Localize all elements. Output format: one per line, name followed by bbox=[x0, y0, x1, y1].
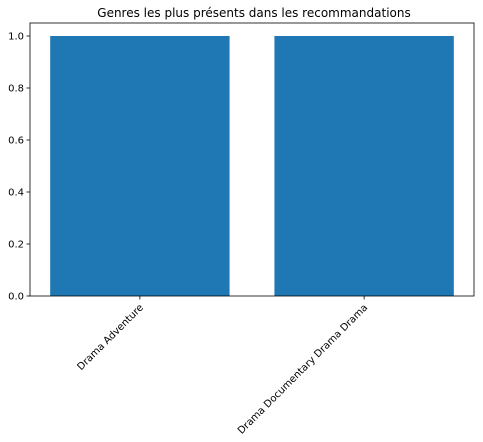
x-tick-label: Drama Documentary Drama Drama bbox=[236, 302, 370, 436]
bar-1 bbox=[274, 36, 454, 296]
bar-0 bbox=[50, 36, 230, 296]
y-tick-label: 0.2 bbox=[8, 240, 24, 251]
y-axis-ticks: 0.0 0.2 0.4 0.6 0.8 1.0 bbox=[8, 32, 30, 303]
chart-title: Genres les plus présents dans les recomm… bbox=[97, 6, 410, 20]
bars-group bbox=[50, 36, 454, 296]
x-tick-label: Drama Adventure bbox=[75, 302, 146, 373]
plot-frame bbox=[29, 22, 475, 297]
y-tick-label: 0.8 bbox=[8, 84, 24, 95]
y-tick-label: 1.0 bbox=[8, 32, 24, 43]
y-tick-label: 0.4 bbox=[8, 188, 24, 199]
y-tick-label: 0.6 bbox=[8, 136, 24, 147]
y-tick-label: 0.0 bbox=[8, 292, 24, 303]
x-axis-ticks: Drama Adventure Drama Documentary Drama D… bbox=[75, 296, 370, 437]
